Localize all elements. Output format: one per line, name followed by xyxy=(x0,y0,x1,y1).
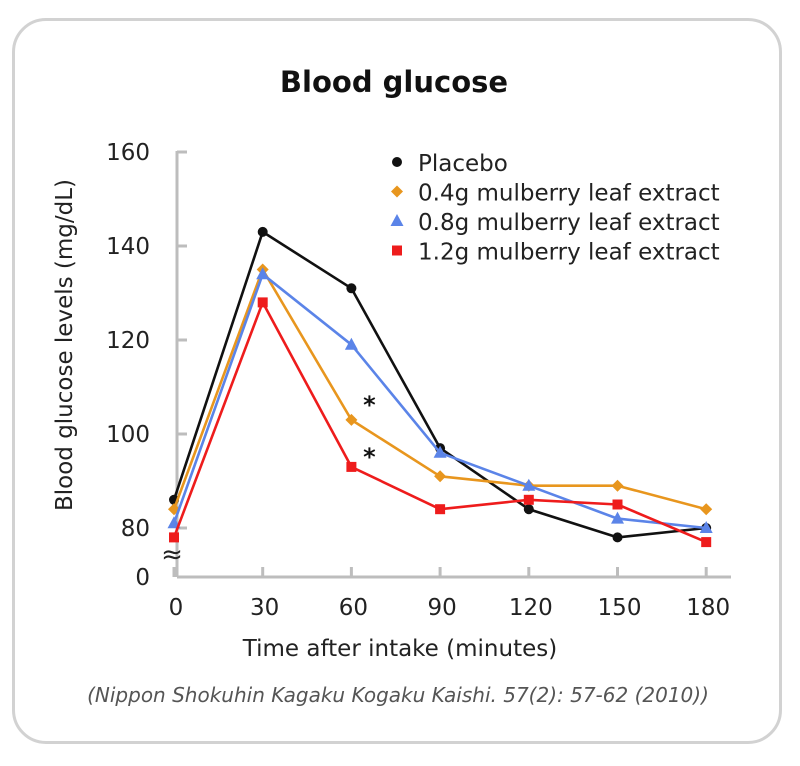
data-point xyxy=(523,494,534,505)
x-tick-label: 120 xyxy=(509,595,553,621)
data-point xyxy=(699,521,713,533)
axes xyxy=(175,151,731,579)
legend-label: 0.4g mulberry leaf extract xyxy=(418,181,720,207)
data-point xyxy=(434,470,447,483)
x-tick-label: 30 xyxy=(250,595,279,621)
data-point xyxy=(169,532,179,543)
annotations: ** xyxy=(363,391,376,471)
x-tick-label: 90 xyxy=(427,595,456,621)
legend-label: Placebo xyxy=(418,151,508,177)
series-4 xyxy=(169,297,712,548)
legend-marker xyxy=(392,245,402,256)
x-tick-label: 150 xyxy=(598,595,642,621)
x-tick-label: 0 xyxy=(169,595,184,621)
data-point xyxy=(257,297,268,308)
x-ticks: 0 30 60 90 120 150 180 xyxy=(169,567,730,621)
data-point xyxy=(346,283,357,294)
chart-card xyxy=(12,18,782,744)
y-tick-label: 80 xyxy=(121,516,150,542)
series-1 xyxy=(169,226,712,543)
chart-title: Blood glucose xyxy=(280,65,508,99)
x-axis-label: Time after intake (minutes) xyxy=(242,636,557,662)
data-point xyxy=(612,499,623,510)
series-line xyxy=(172,230,707,539)
data-point xyxy=(433,445,447,458)
legend-label: 1.2g mulberry leaf extract xyxy=(418,240,720,266)
x-tick-label: 180 xyxy=(686,595,730,621)
y-ticks: 0 80 100 120 140 160 xyxy=(106,140,187,591)
y-tick-label: 0 xyxy=(135,565,150,591)
data-point xyxy=(700,503,713,516)
source-citation: (Nippon Shokuhin Kagaku Kogaku Kaishi. 5… xyxy=(87,683,709,707)
axis-break-symbol: ≈ xyxy=(161,540,183,570)
data-point xyxy=(611,511,624,524)
x-tick-label: 60 xyxy=(339,595,368,621)
legend-marker xyxy=(392,157,402,167)
data-point xyxy=(256,267,270,280)
y-tick-label: 140 xyxy=(106,234,150,260)
data-point xyxy=(523,504,534,515)
series-2 xyxy=(168,263,713,516)
series-line xyxy=(172,272,707,530)
series-3 xyxy=(167,267,713,533)
legend: Placebo 0.4g mulberry leaf extract 0.8g mu… xyxy=(390,151,720,266)
legend-marker xyxy=(390,214,404,226)
data-point xyxy=(345,413,358,426)
legend-marker xyxy=(391,185,403,198)
significance-marker: * xyxy=(363,443,376,471)
y-tick-label: 120 xyxy=(106,328,150,354)
series-group xyxy=(167,226,713,548)
data-point xyxy=(701,537,712,548)
data-point xyxy=(612,532,623,543)
data-point xyxy=(344,337,358,350)
y-tick-label: 160 xyxy=(106,140,150,166)
data-point xyxy=(611,479,624,492)
significance-marker: * xyxy=(363,391,376,419)
data-point xyxy=(522,478,536,491)
data-point xyxy=(257,226,268,237)
data-point xyxy=(346,461,357,472)
legend-label: 0.8g mulberry leaf extract xyxy=(418,210,720,236)
data-point xyxy=(435,504,446,515)
y-tick-label: 100 xyxy=(106,422,150,448)
y-axis-label: Blood glucose levels (mg/dL) xyxy=(52,179,78,511)
